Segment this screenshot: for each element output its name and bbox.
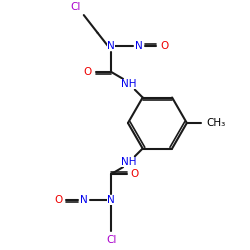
Text: O: O <box>131 169 139 179</box>
Text: Cl: Cl <box>106 235 117 245</box>
Text: N: N <box>135 42 142 51</box>
Text: NH: NH <box>121 157 137 167</box>
Text: N: N <box>108 194 115 204</box>
Text: O: O <box>54 194 62 204</box>
Text: CH₃: CH₃ <box>207 118 226 128</box>
Text: N: N <box>80 194 88 204</box>
Text: O: O <box>160 42 168 51</box>
Text: NH: NH <box>121 79 137 89</box>
Text: N: N <box>108 42 115 51</box>
Text: O: O <box>84 67 92 77</box>
Text: Cl: Cl <box>71 2 81 12</box>
